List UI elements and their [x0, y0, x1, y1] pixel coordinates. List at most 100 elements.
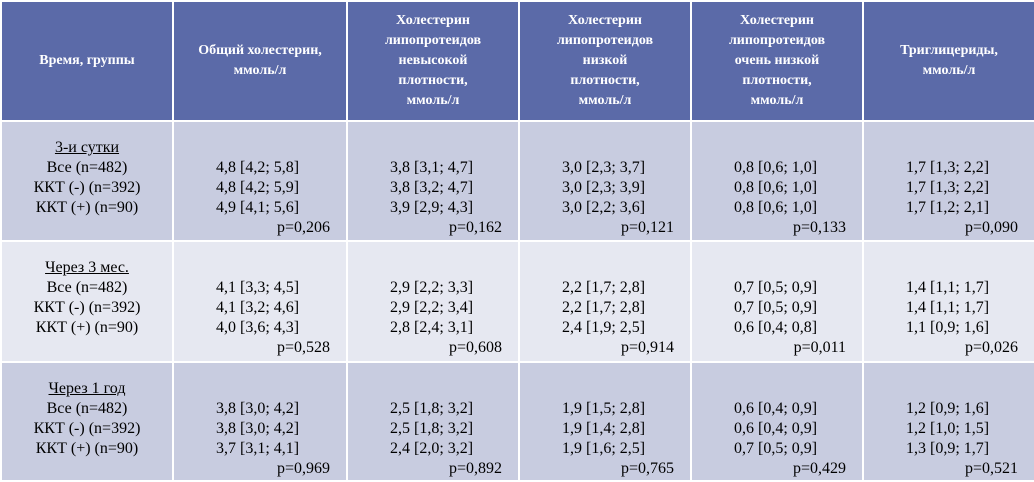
value: 1,1 [0,9; 1,6]: [906, 319, 990, 336]
hdl-cell: 2,5 [1,8; 3,2] 2,5 [1,8; 3,2] 2,4 [2,0; …: [346, 361, 520, 482]
value: 2,9 [2,2; 3,4]: [390, 299, 474, 316]
p-value: p=0,608: [448, 339, 502, 356]
value: 3,8 [3,2; 4,7]: [390, 179, 474, 196]
header-line: очень низкой: [734, 53, 820, 68]
vldl-cell: 0,8 [0,6; 1,0] 0,8 [0,6; 1,0] 0,8 [0,6; …: [690, 120, 864, 242]
total-cholesterol-cell: 4,1 [3,3; 4,5] 4,1 [3,2; 4,6] 4,0 [3,6; …: [172, 240, 348, 363]
value: 1,9 [1,6; 2,5]: [562, 440, 646, 457]
p-value: p=0,162: [448, 219, 502, 236]
p-value: p=0,121: [620, 219, 674, 236]
value: 3,8 [3,0; 4,2]: [216, 400, 300, 417]
triglycerides-cell: 1,7 [1,3; 2,2] 1,7 [1,3; 2,2] 1,7 [1,2; …: [862, 120, 1034, 242]
p-value: p=0,090: [964, 219, 1018, 236]
group-title: Через 3 мес.: [45, 259, 129, 276]
value: 1,4 [1,1; 1,7]: [906, 279, 990, 296]
p-value: p=0,969: [276, 460, 330, 477]
group-subrow: ККТ (-) (n=392): [33, 299, 141, 316]
group-label-cell: Через 3 мес. Все (n=482) ККТ (-) (n=392)…: [0, 240, 174, 363]
header-hdl: Холестерин липопротеидов невысокой плотн…: [346, 0, 520, 122]
group-subrow: Все (n=482): [46, 159, 128, 176]
ldl-cell: 1,9 [1,5; 2,8] 1,9 [1,4; 2,8] 1,9 [1,6; …: [518, 361, 692, 482]
triglycerides-cell: 1,2 [0,9; 1,6] 1,2 [1,0; 1,5] 1,3 [0,9; …: [862, 361, 1034, 482]
group-label-cell: Через 1 год Все (n=482) ККТ (-) (n=392) …: [0, 361, 174, 482]
hdl-cell: 3,8 [3,1; 4,7] 3,8 [3,2; 4,7] 3,9 [2,9; …: [346, 120, 520, 242]
header-line: Триглицериды,: [900, 43, 998, 58]
header-line: ммоль/л: [578, 93, 632, 108]
ldl-cell: 2,2 [1,7; 2,8] 2,2 [1,7; 2,8] 2,4 [1,9; …: [518, 240, 692, 363]
header-group-label: Время, группы: [39, 53, 135, 68]
header-group: Время, группы: [0, 0, 174, 122]
table-row: Через 1 год Все (n=482) ККТ (-) (n=392) …: [0, 361, 1034, 482]
table-row: Через 3 мес. Все (n=482) ККТ (-) (n=392)…: [0, 240, 1034, 363]
value: 2,2 [1,7; 2,8]: [562, 299, 646, 316]
value: 1,9 [1,5; 2,8]: [562, 400, 646, 417]
p-value: p=0,011: [793, 339, 846, 356]
value: 1,3 [0,9; 1,7]: [906, 440, 990, 457]
value: 0,7 [0,5; 0,9]: [734, 299, 818, 316]
header-line: невысокой: [398, 53, 468, 68]
header-triglycerides: Триглицериды, ммоль/л: [862, 0, 1034, 122]
value: 3,0 [2,3; 3,7]: [562, 159, 646, 176]
vldl-cell: 0,7 [0,5; 0,9] 0,7 [0,5; 0,9] 0,6 [0,4; …: [690, 240, 864, 363]
group-subrow: ККТ (-) (n=392): [33, 179, 141, 196]
value: 3,8 [3,0; 4,2]: [216, 420, 300, 437]
value: 0,6 [0,4; 0,9]: [734, 400, 818, 417]
group-title: Через 1 год: [48, 380, 126, 397]
header-line: плотности,: [398, 73, 468, 88]
value: 0,8 [0,6; 1,0]: [734, 159, 818, 176]
header-line: ммоль/л: [233, 63, 287, 78]
value: 2,5 [1,8; 3,2]: [390, 420, 474, 437]
p-value: p=0,765: [620, 460, 674, 477]
header-line: Холестерин: [740, 13, 814, 28]
p-value: p=0,914: [620, 339, 674, 356]
triglycerides-cell: 1,4 [1,1; 1,7] 1,4 [1,1; 1,7] 1,1 [0,9; …: [862, 240, 1034, 363]
table-row: 3-и сутки Все (n=482) ККТ (-) (n=392) КК…: [0, 120, 1034, 242]
header-line: липопротеидов: [556, 33, 654, 48]
value: 1,2 [1,0; 1,5]: [906, 420, 990, 437]
header-line: ммоль/л: [922, 63, 976, 78]
header-line: плотности,: [742, 73, 812, 88]
vldl-cell: 0,6 [0,4; 0,9] 0,6 [0,4; 0,9] 0,7 [0,5; …: [690, 361, 864, 482]
value: 2,8 [2,4; 3,1]: [390, 319, 474, 336]
value: 4,8 [4,2; 5,9]: [216, 179, 300, 196]
group-label-cell: 3-и сутки Все (n=482) ККТ (-) (n=392) КК…: [0, 120, 174, 242]
value: 3,9 [2,9; 4,3]: [390, 199, 474, 216]
group-subrow: Все (n=482): [46, 279, 128, 296]
value: 0,7 [0,5; 0,9]: [734, 279, 818, 296]
header-line: плотности,: [570, 73, 640, 88]
p-value: p=0,133: [792, 219, 846, 236]
value: 0,6 [0,4; 0,9]: [734, 420, 818, 437]
p-value: p=0,206: [276, 219, 330, 236]
group-subrow: ККТ (+) (n=90): [35, 199, 139, 216]
value: 4,1 [3,3; 4,5]: [216, 279, 300, 296]
value: 4,9 [4,1; 5,6]: [216, 199, 300, 216]
header-line: Холестерин: [396, 13, 470, 28]
value: 0,6 [0,4; 0,8]: [734, 319, 818, 336]
value: 3,7 [3,1; 4,1]: [216, 440, 300, 457]
total-cholesterol-cell: 3,8 [3,0; 4,2] 3,8 [3,0; 4,2] 3,7 [3,1; …: [172, 361, 348, 482]
value: 1,7 [1,2; 2,1]: [906, 199, 990, 216]
p-value: p=0,429: [792, 460, 846, 477]
header-line: липопротеидов: [728, 33, 826, 48]
value: 2,4 [2,0; 3,2]: [390, 440, 474, 457]
p-value: p=0,026: [964, 339, 1018, 356]
header-vldl: Холестерин липопротеидов очень низкой пл…: [690, 0, 864, 122]
header-line: липопротеидов: [384, 33, 482, 48]
p-value: p=0,892: [448, 460, 502, 477]
header-ldl: Холестерин липопротеидов низкой плотност…: [518, 0, 692, 122]
value: 4,8 [4,2; 5,8]: [216, 159, 300, 176]
group-subrow: ККТ (-) (n=392): [33, 420, 141, 437]
value: 2,2 [1,7; 2,8]: [562, 279, 646, 296]
header-row: Время, группы Общий холестерин, ммоль/л …: [0, 0, 1034, 122]
value: 1,9 [1,4; 2,8]: [562, 420, 646, 437]
header-total-cholesterol: Общий холестерин, ммоль/л: [172, 0, 348, 122]
group-subrow: ККТ (+) (n=90): [35, 319, 139, 336]
group-title: 3-и сутки: [54, 139, 120, 156]
ldl-cell: 3,0 [2,3; 3,7] 3,0 [2,3; 3,9] 3,0 [2,2; …: [518, 120, 692, 242]
p-value: p=0,528: [276, 339, 330, 356]
hdl-cell: 2,9 [2,2; 3,3] 2,9 [2,2; 3,4] 2,8 [2,4; …: [346, 240, 520, 363]
header-line: Общий холестерин,: [198, 43, 322, 58]
value: 0,8 [0,6; 1,0]: [734, 199, 818, 216]
value: 3,8 [3,1; 4,7]: [390, 159, 474, 176]
